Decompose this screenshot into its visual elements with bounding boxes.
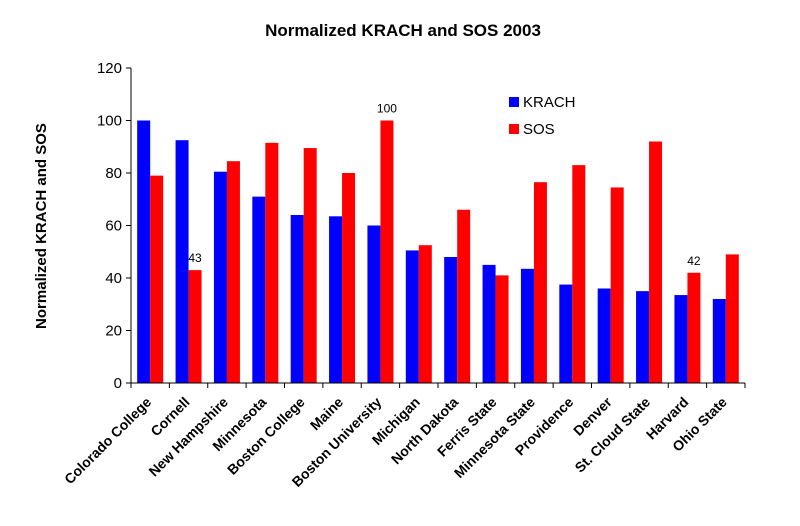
bar-sos [150,175,164,383]
bar-krach [252,196,266,383]
data-label: 43 [188,251,202,265]
bar-krach [636,291,650,383]
legend: KRACH SOS [509,94,576,138]
bar-krach [674,295,688,383]
bar-krach [597,288,611,383]
bar-sos [649,141,663,383]
legend-swatch-krach [509,97,519,107]
y-axis-label: Normalized KRACH and SOS [33,123,50,329]
bar-krach [520,268,534,383]
data-label: 100 [377,102,397,116]
bar-sos [226,161,240,383]
bar-krach [712,299,726,383]
bar-sos [495,275,509,383]
bar-krach [444,257,458,383]
bars [137,120,739,383]
legend-label: KRACH [523,94,576,111]
chart-title: Normalized KRACH and SOS 2003 [265,21,541,40]
y-tick-label: 20 [105,323,122,340]
y-axis-ticks: 0 20 40 60 80 100 120 [97,60,131,392]
legend-swatch-sos [509,124,519,134]
bar-sos [687,272,701,383]
bar-krach [213,171,227,383]
annotations: 43 100 42 [188,102,701,268]
y-tick-label: 60 [105,218,122,235]
bar-krach [367,225,381,383]
bar-sos [457,209,471,383]
bar-sos [303,148,317,383]
bar-sos [380,120,394,383]
bar-sos [188,270,202,383]
legend-label: SOS [523,121,555,138]
bar-krach [559,284,573,383]
y-tick-label: 80 [105,165,122,182]
bar-krach [175,140,189,383]
y-tick-label: 100 [97,113,122,130]
bar-sos [265,142,279,383]
bar-krach [482,264,496,383]
y-tick-label: 40 [105,270,122,287]
y-tick-label: 0 [114,375,122,392]
bar-sos [533,182,547,383]
x-tick-label: Colorado College [61,394,154,487]
bar-krach [137,120,151,383]
bar-sos [418,245,432,383]
bar-sos [342,173,356,383]
bar-krach [290,215,304,383]
bar-sos [725,254,739,383]
bar-krach [329,216,343,383]
y-tick-label: 120 [97,60,122,77]
bar-krach [405,250,419,383]
bar-sos [572,165,586,383]
data-label: 42 [687,254,701,268]
bar-sos [610,187,624,383]
